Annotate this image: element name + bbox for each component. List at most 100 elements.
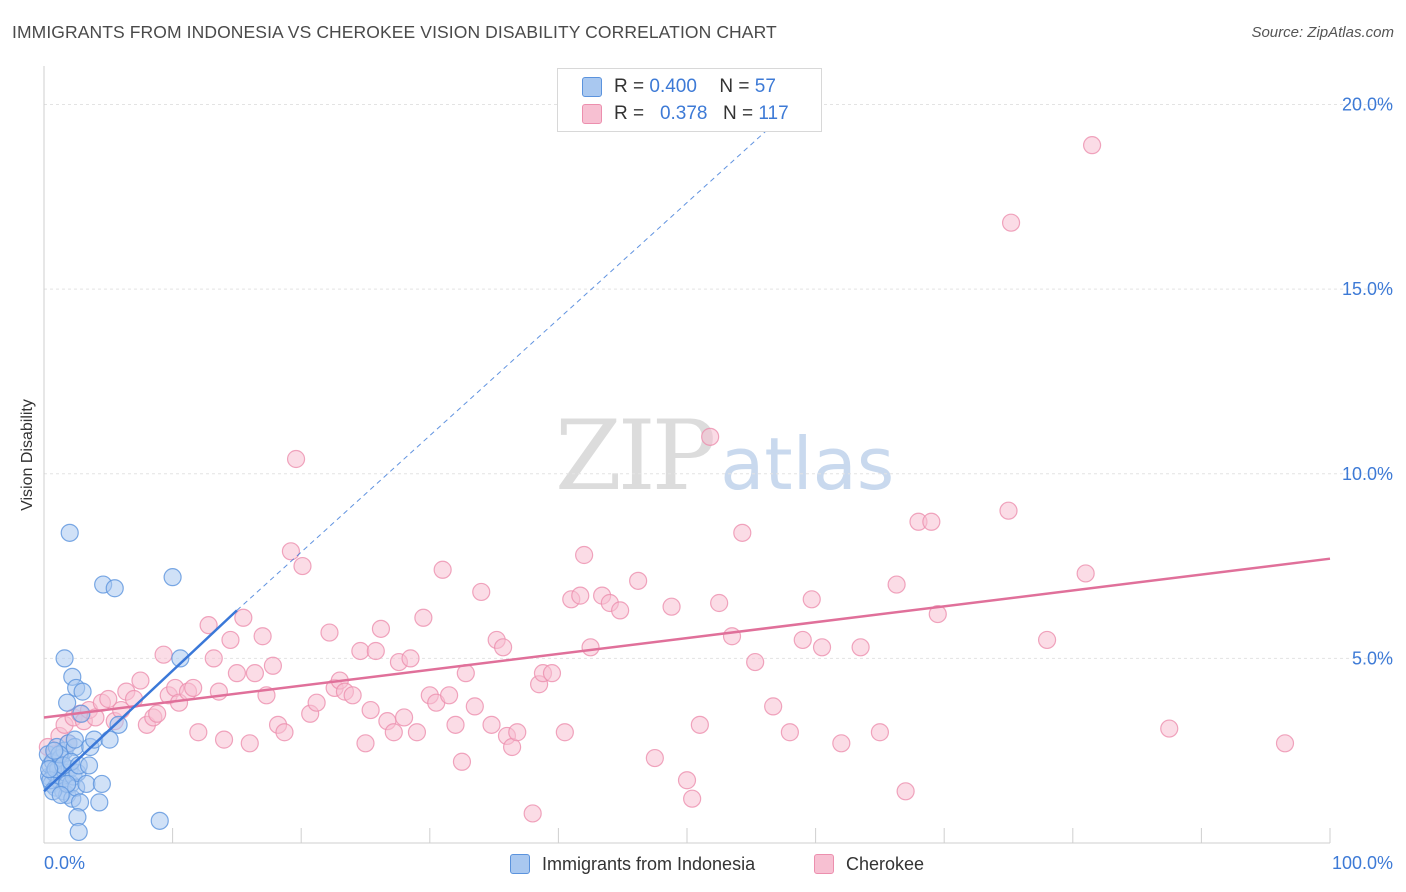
cherokee-point: [832, 734, 851, 753]
cherokee-point: [1160, 719, 1179, 738]
cherokee-point: [542, 664, 562, 683]
cherokee-point: [581, 638, 600, 657]
cherokee-point: [394, 708, 414, 727]
source-label: Source: ZipAtlas.com: [1251, 24, 1394, 41]
bottom-legend-label: Cherokee: [846, 853, 925, 874]
cherokee-point: [645, 748, 664, 768]
indonesia-point: [60, 523, 79, 542]
watermark-zip: ZIP: [555, 400, 716, 512]
y-tick-label: 15.0%: [1342, 279, 1393, 299]
cherokee-point: [184, 678, 203, 698]
cherokee-point: [99, 689, 118, 709]
cherokee-point: [701, 427, 720, 446]
cherokee-point: [1037, 630, 1057, 650]
cherokee-trend-line: [43, 557, 1331, 719]
cherokee-point: [677, 771, 697, 790]
cherokee-point: [690, 715, 709, 734]
y-tick-label: 20.0%: [1342, 95, 1393, 115]
indonesia-point: [65, 730, 84, 749]
cherokee-point: [293, 556, 312, 576]
cherokee-point: [571, 586, 590, 605]
cherokee-point: [683, 789, 702, 808]
x-tick-label: 100.0%: [1332, 853, 1393, 873]
indonesia-point: [45, 741, 64, 760]
legend-n-value: 117: [758, 103, 789, 124]
cherokee-point: [928, 604, 947, 624]
cherokee-point: [662, 597, 681, 616]
y-tick-label: 10.0%: [1342, 464, 1393, 484]
y-tick-label: 5.0%: [1352, 648, 1393, 668]
bottom-legend-cherokee: Cherokee: [814, 852, 924, 876]
cherokee-point: [414, 608, 433, 627]
cherokee-point: [286, 449, 306, 469]
cherokee-point: [446, 715, 465, 734]
cherokee-point: [764, 697, 783, 716]
cherokee-point: [746, 652, 765, 672]
cherokee-point: [148, 704, 167, 723]
indonesia-point: [109, 715, 128, 734]
legend-r-label: R =: [614, 103, 645, 124]
cherokee-point: [780, 723, 799, 742]
cherokee-point: [896, 782, 915, 801]
cherokee-point: [508, 723, 527, 742]
cherokee-point: [733, 523, 752, 542]
legend-row-indonesia: R = 0.400 N = 57: [582, 75, 776, 99]
indonesia-point: [55, 649, 74, 668]
cherokee-point: [1275, 734, 1295, 753]
indonesia-point: [150, 811, 169, 830]
indonesia-trend-line: [43, 609, 238, 793]
cherokee-point: [887, 575, 906, 594]
cherokee-point: [922, 512, 941, 531]
cherokee-point: [1001, 213, 1021, 232]
cherokee-point: [433, 560, 452, 579]
cherokee-point: [351, 641, 370, 661]
indonesia-point: [79, 756, 99, 775]
legend-swatch-blue: [582, 77, 602, 97]
cherokee-point: [240, 734, 259, 753]
cherokee-point: [1076, 564, 1095, 583]
cherokee-point: [575, 545, 594, 565]
cherokee-point: [263, 656, 283, 675]
indonesia-trend-extension: [236, 85, 816, 611]
chart-title: IMMIGRANTS FROM INDONESIA VS CHEROKEE VI…: [12, 22, 777, 42]
cherokee-point: [227, 664, 246, 683]
legend-n-value: 57: [754, 76, 776, 97]
cherokee-point: [472, 582, 491, 602]
legend-r-label: R =: [614, 76, 645, 97]
cherokee-point: [366, 641, 385, 661]
cherokee-point: [401, 649, 420, 668]
cherokee-point: [199, 616, 218, 635]
cherokee-point: [204, 649, 223, 668]
cherokee-point: [851, 638, 870, 657]
cherokee-point: [1082, 136, 1102, 155]
cherokee-point: [253, 627, 272, 646]
bottom-legend-label: Immigrants from Indonesia: [542, 853, 756, 874]
cherokee-point: [154, 645, 173, 664]
indonesia-point: [69, 822, 88, 842]
y-axis-label: Vision Disability: [19, 399, 36, 511]
cherokee-point: [555, 723, 574, 742]
indonesia-point: [105, 579, 124, 598]
cherokee-point: [802, 590, 821, 609]
cherokee-point: [356, 734, 375, 753]
indonesia-point: [51, 785, 70, 805]
cherokee-point: [214, 730, 234, 749]
indonesia-point: [77, 774, 96, 794]
cherokee-point: [281, 542, 301, 561]
cherokee-point: [812, 638, 832, 657]
cherokee-point: [275, 723, 294, 742]
cherokee-point: [465, 697, 484, 716]
legend-n-label: N =: [722, 103, 754, 124]
cherokee-point: [245, 664, 265, 683]
cherokee-point: [611, 601, 630, 620]
cherokee-point: [793, 630, 812, 650]
cherokee-point: [234, 608, 253, 627]
cherokee-point: [722, 627, 742, 646]
cherokee-point: [384, 723, 403, 742]
indonesia-point: [40, 760, 59, 779]
cherokee-point: [523, 804, 542, 823]
indonesia-point: [73, 682, 92, 701]
legend-row-cherokee: R = 0.378 N = 117: [582, 102, 789, 126]
cherokee-point: [343, 686, 362, 705]
